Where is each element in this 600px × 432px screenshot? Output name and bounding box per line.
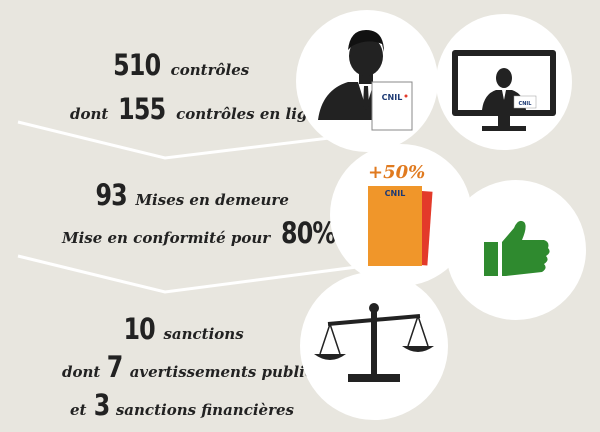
stat-controles: 510 contrôles (108, 48, 249, 82)
stat-number: 155 (118, 92, 167, 126)
thumbs-up-icon (484, 220, 550, 276)
stat-mises-en-demeure: 93 Mises en demeure (92, 178, 289, 212)
cnil-card-label: CNIL (382, 93, 403, 102)
stat-label: Mises en demeure (135, 191, 289, 209)
stat-avertissements: dont 7 avertissements publics (62, 350, 322, 384)
stat-number: 510 (113, 48, 161, 82)
stat-number: 3 (93, 388, 110, 422)
scales-of-justice-icon (314, 303, 434, 382)
stat-mise-en-conformite: Mise en conformité pour 80% (62, 216, 342, 250)
monitor-officer-icon: CNIL (452, 50, 556, 131)
stat-number: 10 (123, 312, 155, 346)
stat-sanctions-financieres: et 3 sanctions financières (70, 388, 294, 422)
cnil-cards-icon: +50% CNIL (368, 162, 433, 266)
stat-label: sanctions financières (115, 401, 294, 419)
stat-label: avertissements publics (129, 363, 323, 381)
stat-label: Mise en conformité pour (62, 229, 271, 247)
stat-prefix: dont (62, 363, 101, 381)
circle-cnil-cards: +50% CNIL (330, 144, 472, 286)
cnil-monitor-label: CNIL (519, 101, 533, 107)
stat-controles-en-ligne: dont 155 contrôles en ligne (70, 92, 328, 126)
increase-label: +50% (368, 162, 425, 183)
circle-officer: CNIL (296, 10, 438, 152)
stat-number: 7 (107, 350, 124, 384)
circle-monitor: CNIL (436, 14, 572, 150)
stat-prefix: et (70, 401, 87, 419)
stat-label: sanctions (163, 325, 244, 343)
officer-with-cnil-card-icon: CNIL (318, 30, 413, 131)
stat-prefix: dont (70, 105, 109, 123)
stat-number: 80% (281, 216, 336, 250)
stat-label: contrôles en ligne (176, 105, 328, 123)
stat-label: contrôles (170, 61, 250, 79)
stat-sanctions: 10 sanctions (120, 312, 244, 346)
circle-thumbs-up (446, 180, 586, 320)
cnil-badge-label: CNIL (385, 189, 406, 198)
stat-number: 93 (95, 178, 127, 212)
circle-scales (300, 272, 448, 420)
